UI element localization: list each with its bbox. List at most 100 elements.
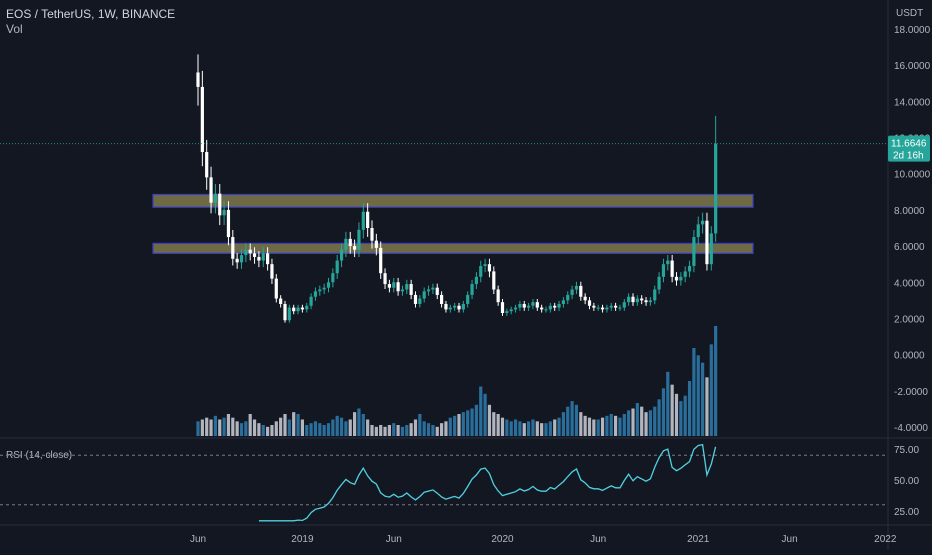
resistance-zone[interactable] [152, 193, 754, 208]
candle-body [622, 302, 626, 308]
candle-body [435, 287, 439, 295]
volume-bar [648, 410, 652, 436]
y-tick-label: 10.0000 [894, 170, 931, 181]
candle-body [344, 238, 348, 250]
volume-bar [522, 423, 526, 436]
volume-bar [279, 417, 283, 436]
volume-bar [252, 419, 257, 436]
x-tick-label: Jun [782, 534, 798, 545]
volume-bar [392, 423, 396, 436]
volume-bar [461, 412, 465, 436]
candle-body [274, 278, 278, 299]
rsi-title: RSI (14, close) [6, 450, 72, 461]
candle-body [379, 247, 383, 274]
volume-bar [513, 419, 518, 436]
volume-bar [470, 408, 474, 436]
volume-bar [705, 377, 709, 436]
volume-bar [670, 384, 674, 436]
candle-body [357, 229, 361, 250]
volume-bar [257, 423, 261, 436]
volume-bar [618, 417, 622, 436]
volume-bar [500, 417, 505, 436]
volume-bar [326, 423, 331, 436]
volume-bar [366, 419, 370, 436]
volume-bar [431, 425, 435, 436]
candle-body [353, 246, 357, 250]
volume-bar [679, 401, 683, 436]
candle-body [661, 264, 666, 277]
volume-bar [226, 414, 231, 436]
candle-body [370, 228, 374, 241]
candle-body [396, 282, 400, 292]
volume-bar [600, 417, 605, 436]
candle-body [392, 282, 396, 288]
volume-bar [248, 414, 252, 436]
volume-bar [322, 425, 326, 436]
volume-bar [496, 414, 500, 436]
candle-body [600, 307, 605, 310]
volume-bar [235, 421, 239, 436]
volume-bar [413, 419, 418, 436]
volume-bar [622, 414, 626, 436]
candle-body [509, 309, 513, 312]
candle-body [670, 260, 674, 277]
volume-bar [657, 399, 661, 436]
candle-body [696, 224, 700, 238]
volume-bar [261, 425, 265, 436]
candle-body [709, 233, 713, 265]
x-tick-label: 2021 [687, 534, 710, 545]
candle-body [296, 307, 300, 312]
x-tick-label: 2020 [491, 534, 514, 545]
volume-bar [540, 423, 544, 436]
volume-bar [331, 419, 335, 436]
volume-bar [627, 410, 631, 436]
volume-bar [244, 421, 248, 436]
volume-bar [557, 417, 561, 436]
volume-bar [518, 421, 522, 436]
volume-bar [701, 362, 705, 436]
candle-body [644, 300, 648, 303]
volume-bar [544, 423, 548, 436]
volume-bar [296, 414, 300, 436]
resistance-zone[interactable] [152, 242, 754, 254]
volume-bar [313, 421, 318, 436]
last-price-label: 11.6646 [891, 139, 927, 150]
volume-bar [222, 417, 226, 436]
volume-bar [640, 406, 644, 436]
candle-body [235, 258, 239, 263]
volume-bar [553, 419, 557, 436]
price-unit-label: USDT [896, 8, 923, 19]
candle-body [309, 296, 313, 306]
volume-bar [574, 404, 579, 436]
candle-body [522, 303, 526, 308]
volume-bar [457, 414, 461, 436]
volume-bar [348, 419, 352, 436]
x-tick-label: Jun [386, 534, 402, 545]
candle-body [500, 302, 505, 314]
volume-bar [479, 386, 483, 436]
y-tick-label: 2.0000 [894, 314, 925, 325]
candle-body [479, 265, 483, 277]
candle-body [587, 300, 592, 306]
candle-body [266, 253, 270, 265]
candle-body [674, 276, 679, 281]
candle-body [653, 289, 657, 301]
volume-bar [579, 412, 583, 436]
volume-bar [353, 412, 357, 436]
candle-body [440, 294, 444, 304]
candle-body [548, 305, 552, 310]
countdown-label: 2d 16h [893, 151, 924, 162]
volume-bar [418, 414, 422, 436]
volume-bar [370, 425, 374, 436]
volume-bar [696, 355, 700, 436]
candle-body [326, 282, 331, 288]
volume-bar [205, 417, 209, 436]
volume-bar [339, 417, 344, 436]
candle-body [605, 307, 609, 310]
volume-bar [196, 421, 200, 436]
candle-body [579, 285, 583, 297]
volume-bar [614, 415, 618, 436]
volume-bar [274, 421, 278, 436]
rsi-line [258, 443, 717, 522]
